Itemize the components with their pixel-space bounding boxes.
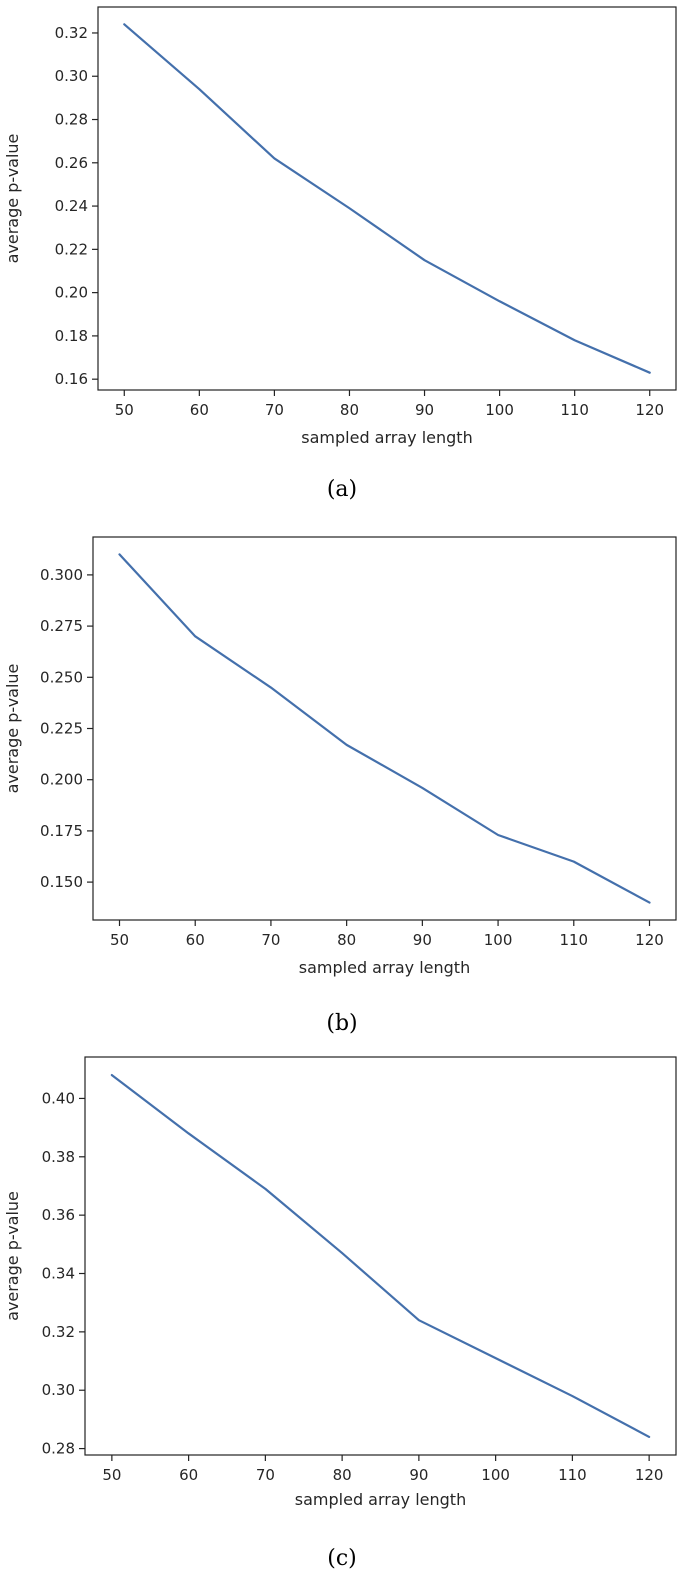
chart-panel-3: 50 60 70 80 90 100 110 120 0.28 0.30 0.32 0.34 0.36 0… — [3, 1056, 677, 1571]
x-tick-label: 60 — [186, 931, 205, 949]
x-tick-label: 60 — [179, 1466, 198, 1484]
x-tick-label: 90 — [415, 401, 434, 419]
series-line — [118, 553, 651, 904]
y-tick-label: 0.22 — [55, 240, 88, 258]
y-axis-label: average p-value — [3, 1191, 22, 1321]
y-tick-label: 0.38 — [42, 1148, 75, 1166]
x-tick-label: 50 — [110, 931, 129, 949]
x-tick-label: 80 — [340, 401, 359, 419]
x-tick-label: 80 — [337, 931, 356, 949]
y-tick-label: 0.26 — [55, 154, 88, 172]
x-tick-label: 100 — [481, 1466, 510, 1484]
x-tick-label: 120 — [635, 931, 664, 949]
y-tick-label: 0.150 — [40, 873, 83, 891]
x-tick-label: 120 — [635, 1466, 664, 1484]
y-tick-label: 0.28 — [42, 1440, 75, 1458]
y-tick-label: 0.36 — [42, 1206, 75, 1224]
x-tick-label: 70 — [256, 1466, 275, 1484]
x-tick-label: 90 — [409, 1466, 428, 1484]
chart-panel-2: 50 60 70 80 90 100 110 120 0.150 0.175 0.200 0.225 0… — [3, 536, 677, 1036]
y-tick-label: 0.200 — [40, 771, 83, 789]
x-tick-label: 60 — [190, 401, 209, 419]
x-tick-label: 100 — [484, 931, 513, 949]
x-tick-label: 90 — [413, 931, 432, 949]
x-tick-label: 70 — [265, 401, 284, 419]
x-tick-label: 50 — [102, 1466, 121, 1484]
y-tick-label: 0.40 — [42, 1089, 75, 1107]
y-tick-label: 0.250 — [40, 668, 83, 686]
y-tick-label: 0.18 — [55, 327, 88, 345]
plot-frame — [92, 536, 677, 921]
y-tick-label: 0.32 — [42, 1323, 75, 1341]
x-tick-label: 80 — [333, 1466, 352, 1484]
y-tick-label: 0.34 — [42, 1265, 75, 1283]
y-tick-label: 0.24 — [55, 197, 88, 215]
figure-caption: (c) — [327, 1546, 357, 1571]
series-line — [110, 1073, 651, 1439]
y-tick-label: 0.16 — [55, 370, 88, 388]
plot-frame — [84, 1056, 677, 1456]
x-tick-label: 70 — [261, 931, 280, 949]
y-tick-label: 0.175 — [40, 822, 83, 840]
y-tick-label: 0.30 — [55, 67, 88, 85]
x-axis-label: sampled array length — [299, 958, 470, 977]
y-tick-label: 0.32 — [55, 24, 88, 42]
y-tick-label: 0.275 — [40, 617, 83, 635]
y-tick-label: 0.28 — [55, 111, 88, 129]
figure-caption: (b) — [326, 1011, 357, 1036]
y-tick-label: 0.300 — [40, 566, 83, 584]
x-axis-label: sampled array length — [295, 1490, 466, 1509]
x-axis-label: sampled array length — [301, 428, 472, 447]
x-tick-label: 110 — [558, 1466, 587, 1484]
series-line — [123, 23, 651, 374]
x-tick-label: 120 — [635, 401, 664, 419]
x-tick-label: 50 — [115, 401, 134, 419]
x-tick-label: 100 — [485, 401, 514, 419]
plot-frame — [97, 6, 677, 391]
x-tick-label: 110 — [559, 931, 588, 949]
y-tick-label: 0.225 — [40, 720, 83, 738]
y-tick-label: 0.20 — [55, 284, 88, 302]
y-axis-label: average p-value — [3, 134, 22, 264]
y-axis-label: average p-value — [3, 664, 22, 794]
x-tick-label: 110 — [560, 401, 589, 419]
figure-caption: (a) — [327, 477, 357, 502]
y-tick-label: 0.30 — [42, 1381, 75, 1399]
chart-panel-1: 50 60 70 80 90 100 110 120 0.16 0.18 0.20 0.22 0.24 0… — [3, 6, 677, 502]
